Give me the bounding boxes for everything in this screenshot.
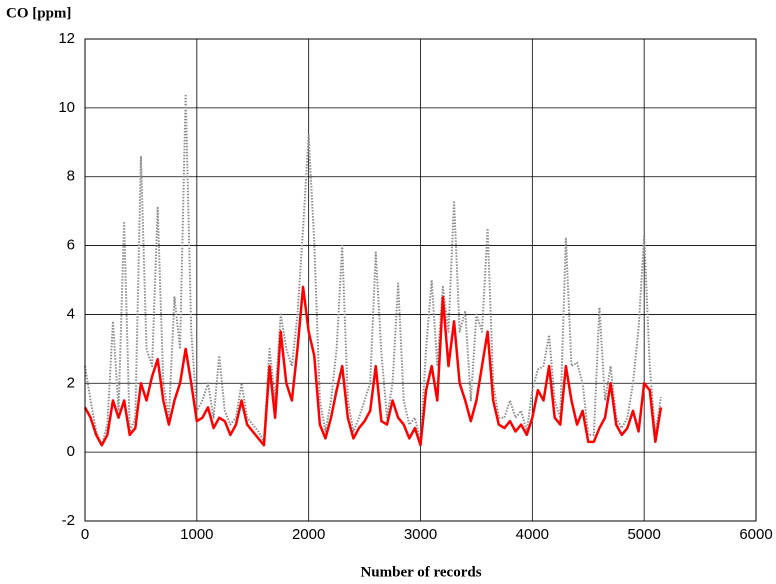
x-tick-label: 6000 xyxy=(739,526,772,543)
data-line xyxy=(83,285,663,447)
y-tick-label: 8 xyxy=(67,168,75,185)
x-tick-label: 1000 xyxy=(180,526,213,543)
plot-frame xyxy=(84,38,757,522)
x-tick-label: 4000 xyxy=(516,526,549,543)
x-axis-title: Number of records xyxy=(360,564,481,580)
data-line xyxy=(84,93,662,447)
x-tick-label: 0 xyxy=(81,526,89,543)
y-axis-title: CO [ppm] xyxy=(6,5,71,21)
y-tick-label: 2 xyxy=(67,374,75,391)
y-tick-label: 12 xyxy=(58,30,75,47)
y-tick-label: 4 xyxy=(67,305,75,322)
y-tick-label: 10 xyxy=(58,99,75,116)
x-tick-label: 5000 xyxy=(627,526,660,543)
y-tick-label: -2 xyxy=(62,512,75,529)
y-tick-label: 0 xyxy=(67,443,75,460)
x-tick-label: 2000 xyxy=(292,526,325,543)
x-tick-label: 3000 xyxy=(404,526,437,543)
y-tick-label: 6 xyxy=(67,237,75,254)
